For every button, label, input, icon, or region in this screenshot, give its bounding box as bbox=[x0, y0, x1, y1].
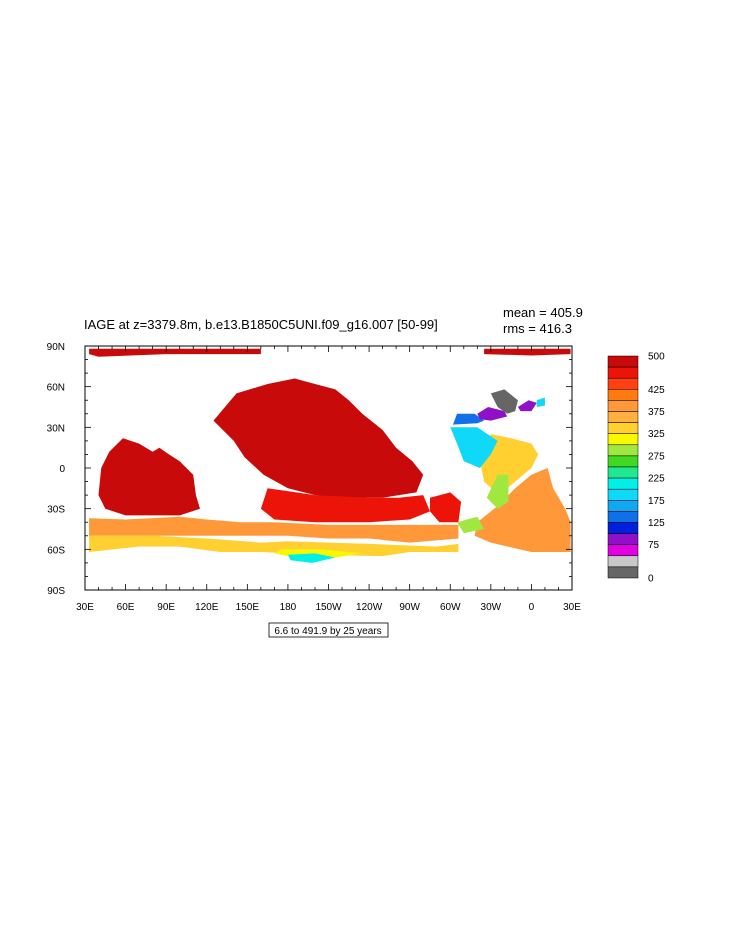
region-6 bbox=[89, 516, 459, 543]
x-tick-label: 30W bbox=[481, 602, 502, 613]
colorbar-box bbox=[607, 433, 639, 446]
chart-title: IAGE at z=3379.8m, b.e13.B1850C5UNI.f09_… bbox=[84, 317, 438, 332]
colorbar-box bbox=[607, 533, 639, 545]
region-18 bbox=[490, 389, 518, 414]
colorbar-label: 325 bbox=[648, 429, 665, 440]
region-12 bbox=[486, 474, 509, 509]
colorbar-box bbox=[607, 444, 639, 457]
footer-text: 6.6 to 491.9 by 25 years bbox=[274, 626, 381, 637]
x-tick-label: 60E bbox=[117, 602, 135, 613]
region-17 bbox=[517, 400, 537, 412]
colorbar-box bbox=[607, 389, 639, 401]
x-tick-label: 30E bbox=[76, 602, 94, 613]
colorbar-box bbox=[607, 544, 639, 557]
region-5 bbox=[430, 492, 462, 523]
colorbar-box bbox=[607, 411, 639, 423]
colorbar-label: 375 bbox=[648, 407, 665, 418]
y-tick-label: 30S bbox=[47, 505, 65, 516]
region-15 bbox=[453, 413, 485, 425]
colorbar-label: 125 bbox=[648, 518, 665, 529]
colorbar-box bbox=[607, 511, 639, 523]
region-0 bbox=[89, 348, 261, 357]
region-14 bbox=[450, 427, 498, 468]
region-2 bbox=[213, 378, 424, 498]
x-tick-label: 180 bbox=[280, 602, 297, 613]
region-13 bbox=[457, 516, 485, 534]
region-10 bbox=[474, 468, 571, 552]
y-tick-label: 30N bbox=[47, 423, 65, 434]
y-tick-label: 60N bbox=[47, 383, 65, 394]
x-tick-label: 30E bbox=[563, 602, 581, 613]
colorbar-box bbox=[607, 355, 639, 368]
colorbar-box bbox=[607, 422, 639, 434]
colorbar-box bbox=[607, 400, 639, 412]
region-4 bbox=[260, 488, 430, 523]
axis-ticks bbox=[84, 345, 573, 591]
colorbar-label: 275 bbox=[648, 451, 665, 462]
x-tick-label: 60W bbox=[440, 602, 461, 613]
colorbar-label: 175 bbox=[648, 496, 665, 507]
y-tick-label: 0 bbox=[59, 464, 65, 475]
y-tick-label: 60S bbox=[47, 545, 65, 556]
region-3 bbox=[98, 438, 200, 516]
colorbar-box bbox=[607, 522, 639, 534]
colorbar-box bbox=[607, 566, 639, 579]
region-11 bbox=[480, 434, 539, 496]
colorbar-box bbox=[607, 455, 639, 468]
colorbar-box bbox=[607, 555, 639, 568]
colorbar-box bbox=[607, 500, 639, 512]
y-axis-labels: 90N 60N 30N 0 30S 60S 90S bbox=[47, 342, 66, 597]
colorbar-box bbox=[607, 477, 639, 490]
y-tick-label: 90S bbox=[47, 586, 65, 597]
x-axis-labels: 30E 60E 90E 120E 150E 180 150W 120W 90W 60W 30W 0 30… bbox=[76, 602, 581, 613]
colorbar-box bbox=[607, 366, 639, 379]
colorbar-box bbox=[607, 377, 639, 390]
x-tick-label: 150E bbox=[236, 602, 260, 613]
stat-mean: mean = 405.9 bbox=[503, 305, 583, 320]
colorbar-box bbox=[607, 488, 639, 501]
x-tick-label: 120E bbox=[195, 602, 219, 613]
region-16 bbox=[477, 407, 508, 421]
colorbar-labels: 500 425 375 325 275 225 175 125 75 0 bbox=[648, 352, 665, 585]
region-9 bbox=[287, 553, 336, 563]
colorbar-box bbox=[607, 466, 639, 479]
colorbar-label: 225 bbox=[648, 474, 665, 485]
footer-box bbox=[268, 622, 389, 638]
ocean-field bbox=[89, 348, 571, 563]
colorbar-label: 500 bbox=[648, 352, 665, 363]
colorbar-label: 0 bbox=[648, 574, 654, 585]
colorbar bbox=[607, 355, 639, 579]
x-tick-label: 0 bbox=[529, 602, 535, 613]
x-tick-label: 90E bbox=[157, 602, 175, 613]
colorbar-label: 425 bbox=[648, 385, 665, 396]
x-tick-label: 150W bbox=[315, 602, 342, 613]
region-7 bbox=[89, 535, 459, 557]
x-tick-label: 120W bbox=[356, 602, 383, 613]
stat-rms: rms = 416.3 bbox=[503, 321, 572, 336]
region-19 bbox=[536, 397, 545, 407]
y-tick-label: 90N bbox=[47, 342, 65, 353]
region-1 bbox=[484, 348, 571, 356]
x-tick-label: 90W bbox=[399, 602, 420, 613]
colorbar-label: 75 bbox=[648, 540, 660, 551]
